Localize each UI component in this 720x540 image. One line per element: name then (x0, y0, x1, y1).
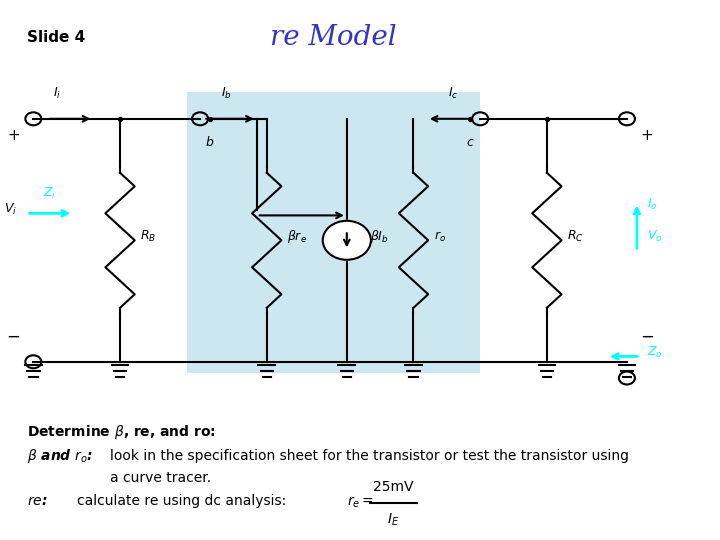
Text: $r_o$: $r_o$ (433, 230, 446, 245)
Text: $R_B$: $R_B$ (140, 230, 156, 245)
Text: $-$: $-$ (640, 326, 654, 344)
Circle shape (323, 221, 371, 260)
FancyBboxPatch shape (186, 92, 480, 373)
Text: $r_e=$: $r_e=$ (347, 495, 374, 510)
Text: $c$: $c$ (466, 136, 474, 149)
Text: $I_o$: $I_o$ (647, 197, 657, 212)
Text: $Z_o$: $Z_o$ (647, 346, 662, 361)
Text: Slide 4: Slide 4 (27, 30, 85, 45)
Text: $-$: $-$ (6, 326, 20, 344)
Text: $\mathit{re}$:: $\mathit{re}$: (27, 494, 48, 508)
Text: $I_i$: $I_i$ (53, 86, 60, 102)
Text: $V_i$: $V_i$ (4, 202, 17, 218)
Point (204, 114, 216, 123)
Text: $R_C$: $R_C$ (567, 230, 584, 245)
Text: a curve tracer.: a curve tracer. (110, 471, 211, 485)
Text: $+$: $+$ (640, 129, 653, 144)
Text: $\beta$ and $r_o$:: $\beta$ and $r_o$: (27, 447, 93, 465)
Point (541, 114, 553, 123)
Text: look in the specification sheet for the transistor or test the transistor using: look in the specification sheet for the … (110, 449, 629, 463)
Text: $b$: $b$ (205, 135, 215, 149)
Text: $I_b$: $I_b$ (221, 86, 232, 102)
Text: re Model: re Model (270, 24, 397, 51)
Text: $\beta I_b$: $\beta I_b$ (370, 228, 389, 245)
Text: $+$: $+$ (7, 129, 20, 144)
Point (464, 114, 476, 123)
Text: $I_c$: $I_c$ (449, 86, 459, 102)
Text: calculate re using dc analysis:: calculate re using dc analysis: (77, 494, 286, 508)
Text: 25mV: 25mV (373, 480, 414, 494)
Text: $I_E$: $I_E$ (387, 512, 400, 528)
Text: $\beta r_e$: $\beta r_e$ (287, 228, 307, 245)
Text: Determine $\beta$, re, and ro:: Determine $\beta$, re, and ro: (27, 423, 215, 441)
Text: $Z_i$: $Z_i$ (43, 186, 57, 201)
Text: $V_o$: $V_o$ (647, 230, 662, 245)
Point (114, 114, 126, 123)
